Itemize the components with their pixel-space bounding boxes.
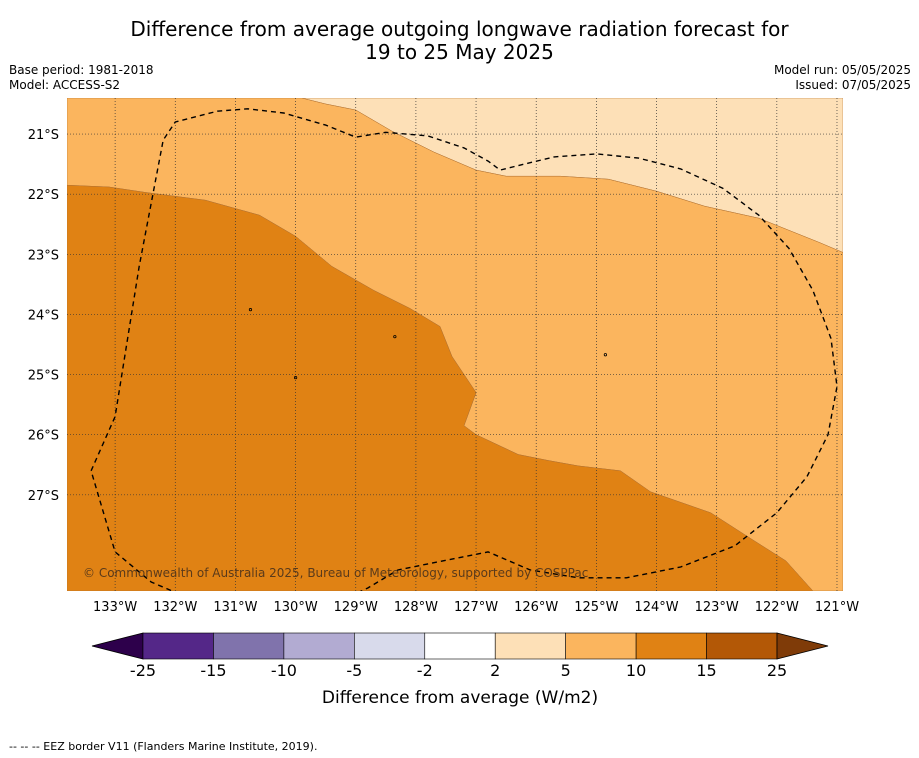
graticule: [67, 98, 843, 591]
x-tick-label: 129°W: [334, 600, 378, 615]
colorbar-tick-label: 2: [490, 661, 500, 680]
y-tick-label: 23°S: [28, 248, 59, 263]
x-tick-label: 132°W: [153, 600, 197, 615]
colorbar: -25 -15 -10 -5 -2 2 5 10 15 25: [91, 632, 829, 680]
x-tick-label: 130°W: [274, 600, 318, 615]
x-tick-label: 122°W: [755, 600, 799, 615]
eez-border-line: [90, 108, 838, 591]
eez-border: [90, 108, 838, 591]
y-axis-ticks: 21°S 22°S 23°S 24°S 25°S 26°S 27°S: [28, 128, 59, 504]
issued-date: Issued: 07/05/2025: [795, 78, 911, 92]
colorbar-segment: [565, 632, 637, 660]
y-tick-label: 24°S: [28, 308, 59, 323]
x-tick-label: 128°W: [394, 600, 438, 615]
colorbar-tick-label: -2: [417, 661, 433, 680]
copyright-note: © Commonwealth of Australia 2025, Bureau…: [83, 566, 588, 580]
colorbar-tick-label: 25: [767, 661, 787, 680]
colorbar-segment: [213, 632, 285, 660]
x-tick-label: 133°W: [93, 600, 137, 615]
colorbar-segment: [706, 632, 778, 660]
colorbar-segment: [354, 632, 426, 660]
colorbar-tick-label: 15: [696, 661, 716, 680]
y-tick-label: 26°S: [28, 429, 59, 444]
model-run: Model run: 05/05/2025: [773, 63, 911, 77]
olr-map: © Commonwealth of Australia 2025, Bureau…: [28, 98, 859, 708]
colorbar-segment: [142, 632, 214, 660]
footnote: -- -- -- EEZ border V11 (Flanders Marine…: [9, 740, 318, 753]
x-tick-label: 123°W: [695, 600, 739, 615]
base-period: Base period: 1981-2018: [9, 63, 154, 77]
colorbar-tick-label: -25: [130, 661, 156, 680]
y-tick-label: 27°S: [28, 489, 59, 504]
title-line-2: 19 to 25 May 2025: [365, 40, 554, 64]
island-marker: [393, 335, 397, 339]
x-tick-label: 131°W: [213, 600, 257, 615]
colorbar-segment: [635, 632, 707, 660]
x-tick-label: 126°W: [514, 600, 558, 615]
x-tick-label: 124°W: [634, 600, 678, 615]
colorbar-tick-label: -10: [271, 661, 297, 680]
shaded-regions: [67, 98, 843, 591]
colorbar-tick-label: -15: [200, 661, 226, 680]
island-marker: [248, 308, 253, 312]
x-tick-label: 121°W: [815, 600, 859, 615]
colorbar-extend-high: [776, 632, 829, 660]
island-outlines: [248, 308, 607, 380]
colorbar-segment: [283, 632, 355, 660]
meta-right: Model run: 05/05/2025 Issued: 07/05/2025: [774, 63, 911, 93]
colorbar-tick-label: 10: [626, 661, 646, 680]
y-tick-label: 22°S: [28, 188, 59, 203]
region-10-to-15: [67, 184, 814, 591]
colorbar-tick-label: 5: [561, 661, 571, 680]
model-name: Model: ACCESS-S2: [9, 78, 121, 92]
colorbar-segment: [494, 632, 566, 660]
colorbar-label: Difference from average (W/m2): [322, 688, 598, 708]
island-marker: [293, 375, 298, 380]
x-tick-label: 125°W: [574, 600, 618, 615]
colorbar-tick-label: -5: [346, 661, 362, 680]
x-axis-ticks: 133°W 132°W 131°W 130°W 129°W 128°W 127°W 126°W…: [93, 600, 859, 615]
y-tick-label: 21°S: [28, 128, 59, 143]
colorbar-extend-low: [91, 632, 144, 660]
island-marker: [603, 353, 607, 357]
x-tick-label: 127°W: [454, 600, 498, 615]
y-tick-label: 25°S: [28, 369, 59, 384]
title-line-1: Difference from average outgoing longwav…: [130, 17, 789, 41]
meta-left: Base period: 1981-2018 Model: ACCESS-S2: [9, 63, 154, 93]
chart-title: Difference from average outgoing longwav…: [0, 18, 919, 64]
colorbar-segment: [424, 632, 496, 660]
